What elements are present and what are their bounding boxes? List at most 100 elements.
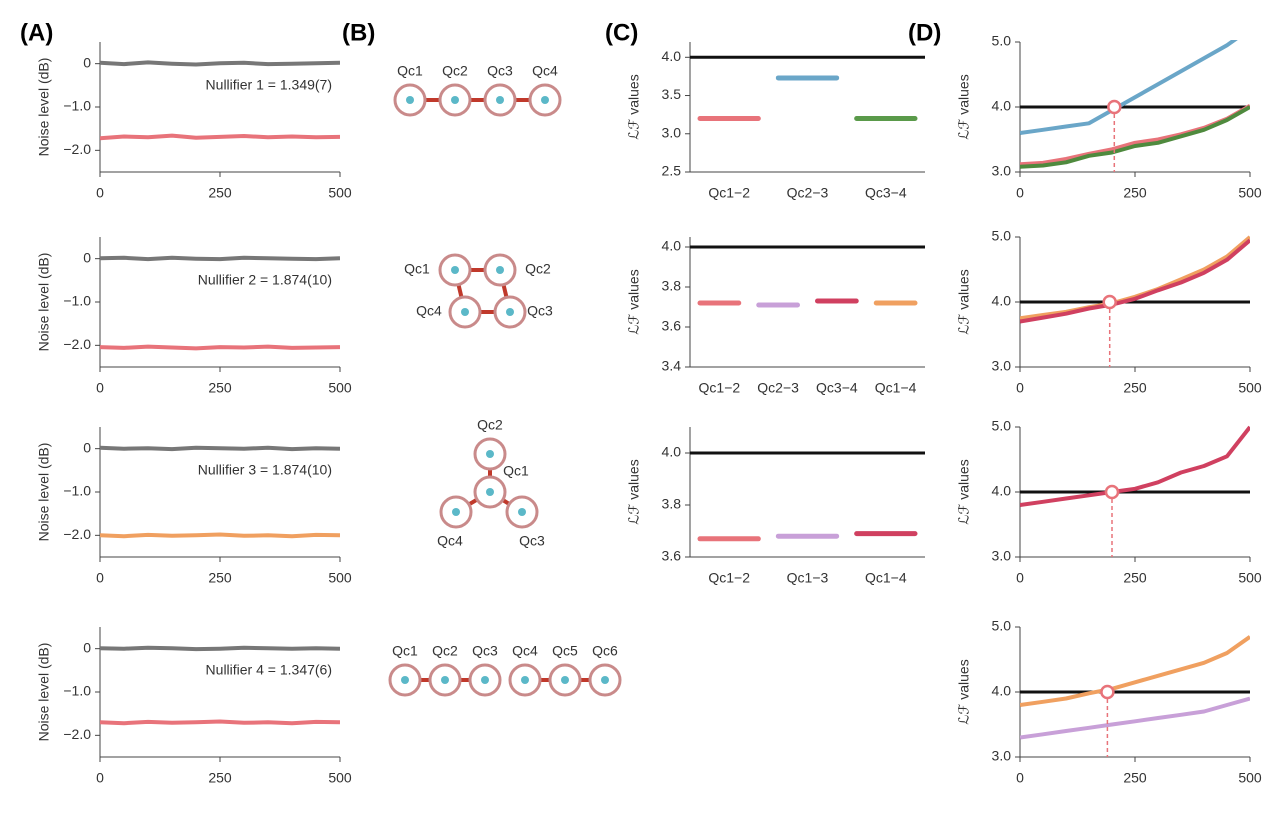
y-tick-label: 0 (83, 439, 91, 455)
x-tick-label: 500 (328, 185, 352, 201)
x-tick-label: 500 (1238, 380, 1262, 396)
y-tick-label: 5.0 (992, 618, 1012, 634)
node-label: Qc1 (503, 463, 529, 479)
x-tick-label: 500 (328, 380, 352, 396)
x-tick-label: Qc2−3 (757, 380, 799, 396)
y-tick-label: 0 (83, 639, 91, 655)
x-tick-label: Qc1−2 (708, 570, 750, 586)
x-tick-label: 250 (208, 770, 232, 786)
diagram-node-core (441, 676, 449, 684)
x-tick-label: 250 (1123, 185, 1147, 201)
x-tick-label: Qc1−2 (699, 380, 741, 396)
series-line (1020, 635, 1250, 707)
y-tick-label: −1.0 (63, 683, 91, 699)
x-tick-label: 500 (328, 770, 352, 786)
x-tick-label: 250 (1123, 570, 1147, 586)
series-line (100, 445, 340, 452)
node-label: Qc1 (404, 261, 430, 277)
y-axis-label: Noise level (dB) (36, 443, 52, 542)
x-tick-label: 500 (1238, 770, 1262, 786)
node-label: Qc3 (519, 533, 545, 549)
node-label: Qc3 (472, 643, 498, 659)
diagram-node-core (521, 676, 529, 684)
x-tick-label: 500 (1238, 185, 1262, 201)
x-tick-label: 500 (328, 570, 352, 586)
series-line (1020, 105, 1250, 169)
diagram-node-core (541, 96, 549, 104)
y-tick-label: −1.0 (63, 483, 91, 499)
series-line (1020, 40, 1238, 135)
y-axis-label: ℒℱ values (626, 269, 642, 334)
y-tick-label: 3.6 (662, 548, 682, 564)
series-line (100, 133, 340, 141)
node-label: Qc3 (527, 303, 553, 319)
diagram-node-core (451, 96, 459, 104)
diagram-node-core (452, 508, 460, 516)
panel-label: (C) (605, 19, 638, 46)
diagram-node-core (561, 676, 569, 684)
y-axis-label: ℒℱ values (956, 659, 972, 724)
x-tick-label: Qc1−3 (787, 570, 829, 586)
diagram-node-core (486, 450, 494, 458)
annotation: Nullifier 3 = 1.874(10) (198, 461, 332, 477)
series-line (1020, 696, 1250, 740)
y-tick-label: −2.0 (63, 726, 91, 742)
y-tick-label: −1.0 (63, 293, 91, 309)
series-line (1020, 235, 1250, 321)
node-label: Qc3 (487, 63, 513, 79)
y-tick-label: 4.0 (992, 98, 1012, 114)
x-tick-label: 0 (96, 380, 104, 396)
y-axis-label: ℒℱ values (956, 459, 972, 524)
panel-label: (A) (20, 19, 53, 46)
panel-label: (D) (908, 19, 941, 46)
x-tick-label: 0 (1016, 570, 1024, 586)
y-tick-label: 3.0 (992, 163, 1012, 179)
node-label: Qc5 (552, 643, 578, 659)
x-tick-label: 250 (208, 185, 232, 201)
node-label: Qc2 (432, 643, 458, 659)
diagram-node-core (496, 266, 504, 274)
node-label: Qc6 (592, 643, 618, 659)
x-tick-label: 250 (208, 380, 232, 396)
diagram-node-core (461, 308, 469, 316)
y-axis-label: Noise level (dB) (36, 253, 52, 352)
annotation: Nullifier 4 = 1.347(6) (206, 661, 332, 677)
diagram-node-core (486, 488, 494, 496)
diagram-node-core (481, 676, 489, 684)
x-tick-label: Qc1−4 (865, 570, 907, 586)
x-tick-label: 0 (1016, 770, 1024, 786)
y-tick-label: 5.0 (992, 418, 1012, 434)
y-tick-label: 3.0 (992, 748, 1012, 764)
y-tick-label: 5.0 (992, 228, 1012, 244)
crossing-marker (1104, 484, 1120, 500)
node-label: Qc4 (512, 643, 538, 659)
y-tick-label: 4.0 (662, 48, 682, 64)
node-label: Qc2 (525, 261, 551, 277)
y-tick-label: 4.0 (662, 238, 682, 254)
diagram-node-core (496, 96, 504, 104)
crossing-marker (1100, 684, 1115, 700)
y-tick-label: 3.0 (662, 124, 682, 140)
y-axis-label: ℒℱ values (956, 74, 972, 139)
annotation: Nullifier 1 = 1.349(7) (206, 76, 332, 92)
y-axis-label: ℒℱ values (626, 459, 642, 524)
diagram-node-core (401, 676, 409, 684)
series-line (100, 255, 340, 262)
series-line (1020, 238, 1250, 324)
y-tick-label: 5.0 (992, 33, 1012, 49)
y-tick-label: 3.0 (992, 358, 1012, 374)
x-tick-label: Qc1−4 (875, 380, 917, 396)
node-label: Qc1 (397, 63, 423, 79)
y-axis-label: Noise level (dB) (36, 58, 52, 157)
diagram-node-core (451, 266, 459, 274)
node-label: Qc2 (477, 417, 503, 433)
y-tick-label: 3.5 (662, 86, 682, 102)
y-tick-label: 3.6 (662, 318, 682, 334)
x-tick-label: Qc1−2 (708, 185, 750, 201)
x-tick-label: 0 (1016, 185, 1024, 201)
y-tick-label: 3.0 (992, 548, 1012, 564)
y-tick-label: 2.5 (662, 163, 682, 179)
crossing-marker (1102, 294, 1117, 310)
series-line (1020, 425, 1250, 507)
